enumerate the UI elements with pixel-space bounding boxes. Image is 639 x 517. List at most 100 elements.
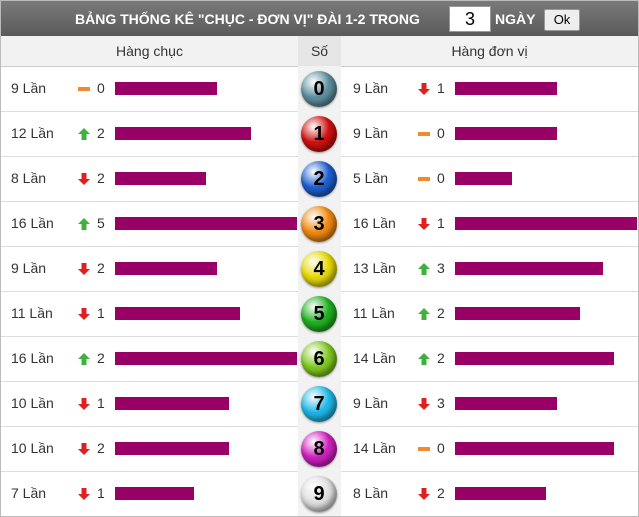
trend-icon xyxy=(77,172,91,186)
trend-icon xyxy=(417,172,431,186)
tens-bar xyxy=(115,82,218,95)
trend-icon xyxy=(77,442,91,456)
column-header: Hàng chục Số Hàng đơn vị xyxy=(1,36,638,67)
units-bar xyxy=(455,82,558,95)
tens-bar xyxy=(115,397,229,410)
trend-delta: 0 xyxy=(437,440,445,456)
units-header: Hàng đơn vị xyxy=(451,43,528,59)
trend-delta: 1 xyxy=(437,80,445,96)
tens-count-label: 10 Lần xyxy=(11,440,54,456)
trend-delta: 0 xyxy=(97,80,105,96)
digit-ball: 3 xyxy=(301,206,337,242)
row: 9 7 Lần 1 8 Lần 2 xyxy=(1,471,638,516)
trend-icon xyxy=(417,307,431,321)
units-bar xyxy=(455,172,512,185)
trend-delta: 2 xyxy=(97,125,105,141)
tens-count-label: 9 Lần xyxy=(11,80,47,96)
trend-delta: 3 xyxy=(437,260,445,276)
trend-icon xyxy=(77,307,91,321)
row: 6 16 Lần 2 14 Lần 2 xyxy=(1,336,638,382)
units-count-label: 9 Lần xyxy=(353,80,389,96)
digit-ball: 2 xyxy=(301,161,337,197)
trend-icon xyxy=(417,442,431,456)
units-bar xyxy=(455,352,614,365)
tens-count-label: 12 Lần xyxy=(11,125,54,141)
units-bar xyxy=(455,262,603,275)
units-bar xyxy=(455,397,558,410)
trend-icon xyxy=(417,487,431,501)
tens-count-label: 16 Lần xyxy=(11,215,54,231)
units-count-label: 11 Lần xyxy=(353,305,395,321)
trend-delta: 1 xyxy=(97,305,105,321)
units-count-label: 9 Lần xyxy=(353,395,389,411)
tens-count-label: 9 Lần xyxy=(11,260,47,276)
digit-ball: 0 xyxy=(301,71,337,107)
trend-delta: 2 xyxy=(97,440,105,456)
tens-bar xyxy=(115,172,206,185)
tens-bar xyxy=(115,307,240,320)
days-input[interactable]: 3 xyxy=(449,6,491,32)
trend-icon xyxy=(77,127,91,141)
digit-ball: 8 xyxy=(301,431,337,467)
tens-count-label: 10 Lần xyxy=(11,395,54,411)
digit-ball: 6 xyxy=(301,341,337,377)
tens-header: Hàng chục xyxy=(116,43,183,59)
trend-icon xyxy=(417,397,431,411)
trend-delta: 2 xyxy=(437,305,445,321)
tens-bar xyxy=(115,262,218,275)
units-count-label: 8 Lần xyxy=(353,485,389,501)
trend-icon xyxy=(77,262,91,276)
header: BẢNG THỐNG KÊ "CHỤC - ĐƠN VỊ" ĐÀI 1-2 TR… xyxy=(1,1,638,36)
trend-icon xyxy=(417,217,431,231)
trend-delta: 2 xyxy=(437,485,445,501)
row: 5 11 Lần 1 11 Lần 2 xyxy=(1,291,638,337)
row: 8 10 Lần 2 14 Lần 0 xyxy=(1,426,638,472)
trend-delta: 2 xyxy=(437,350,445,366)
ok-button[interactable]: Ok xyxy=(544,9,580,31)
row: 4 9 Lần 2 13 Lần 3 xyxy=(1,246,638,292)
tens-bar xyxy=(115,127,252,140)
units-bar xyxy=(455,127,558,140)
units-bar xyxy=(455,217,637,230)
row: 1 12 Lần 2 9 Lần 0 xyxy=(1,111,638,157)
trend-delta: 2 xyxy=(97,350,105,366)
units-count-label: 14 Lần xyxy=(353,440,396,456)
title: BẢNG THỐNG KÊ "CHỤC - ĐƠN VỊ" ĐÀI 1-2 TR… xyxy=(75,11,420,27)
tens-bar xyxy=(115,217,297,230)
units-bar xyxy=(455,307,580,320)
units-count-label: 5 Lần xyxy=(353,170,389,186)
days-label: NGÀY xyxy=(495,11,536,27)
row: 0 9 Lần 0 9 Lần 1 xyxy=(1,66,638,112)
units-count-label: 14 Lần xyxy=(353,350,396,366)
trend-delta: 2 xyxy=(97,170,105,186)
trend-delta: 3 xyxy=(437,395,445,411)
row: 3 16 Lần 5 16 Lần 1 xyxy=(1,201,638,247)
digit-ball: 1 xyxy=(301,116,337,152)
trend-icon xyxy=(417,82,431,96)
digit-ball: 7 xyxy=(301,386,337,422)
tens-bar xyxy=(115,442,229,455)
digit-ball: 4 xyxy=(301,251,337,287)
trend-delta: 1 xyxy=(97,485,105,501)
trend-delta: 1 xyxy=(437,215,445,231)
tens-count-label: 16 Lần xyxy=(11,350,54,366)
trend-icon xyxy=(77,217,91,231)
trend-delta: 0 xyxy=(437,125,445,141)
digit-header: Số xyxy=(298,36,341,66)
units-bar xyxy=(455,487,546,500)
digit-ball: 5 xyxy=(301,296,337,332)
trend-icon xyxy=(417,352,431,366)
trend-icon xyxy=(77,487,91,501)
row: 2 8 Lần 2 5 Lần 0 xyxy=(1,156,638,202)
trend-icon xyxy=(77,352,91,366)
digit-ball: 9 xyxy=(301,476,337,512)
trend-delta: 2 xyxy=(97,260,105,276)
trend-delta: 1 xyxy=(97,395,105,411)
units-count-label: 16 Lần xyxy=(353,215,396,231)
tens-count-label: 11 Lần xyxy=(11,305,53,321)
tens-bar xyxy=(115,352,297,365)
units-bar xyxy=(455,442,614,455)
trend-icon xyxy=(77,82,91,96)
trend-icon xyxy=(417,127,431,141)
